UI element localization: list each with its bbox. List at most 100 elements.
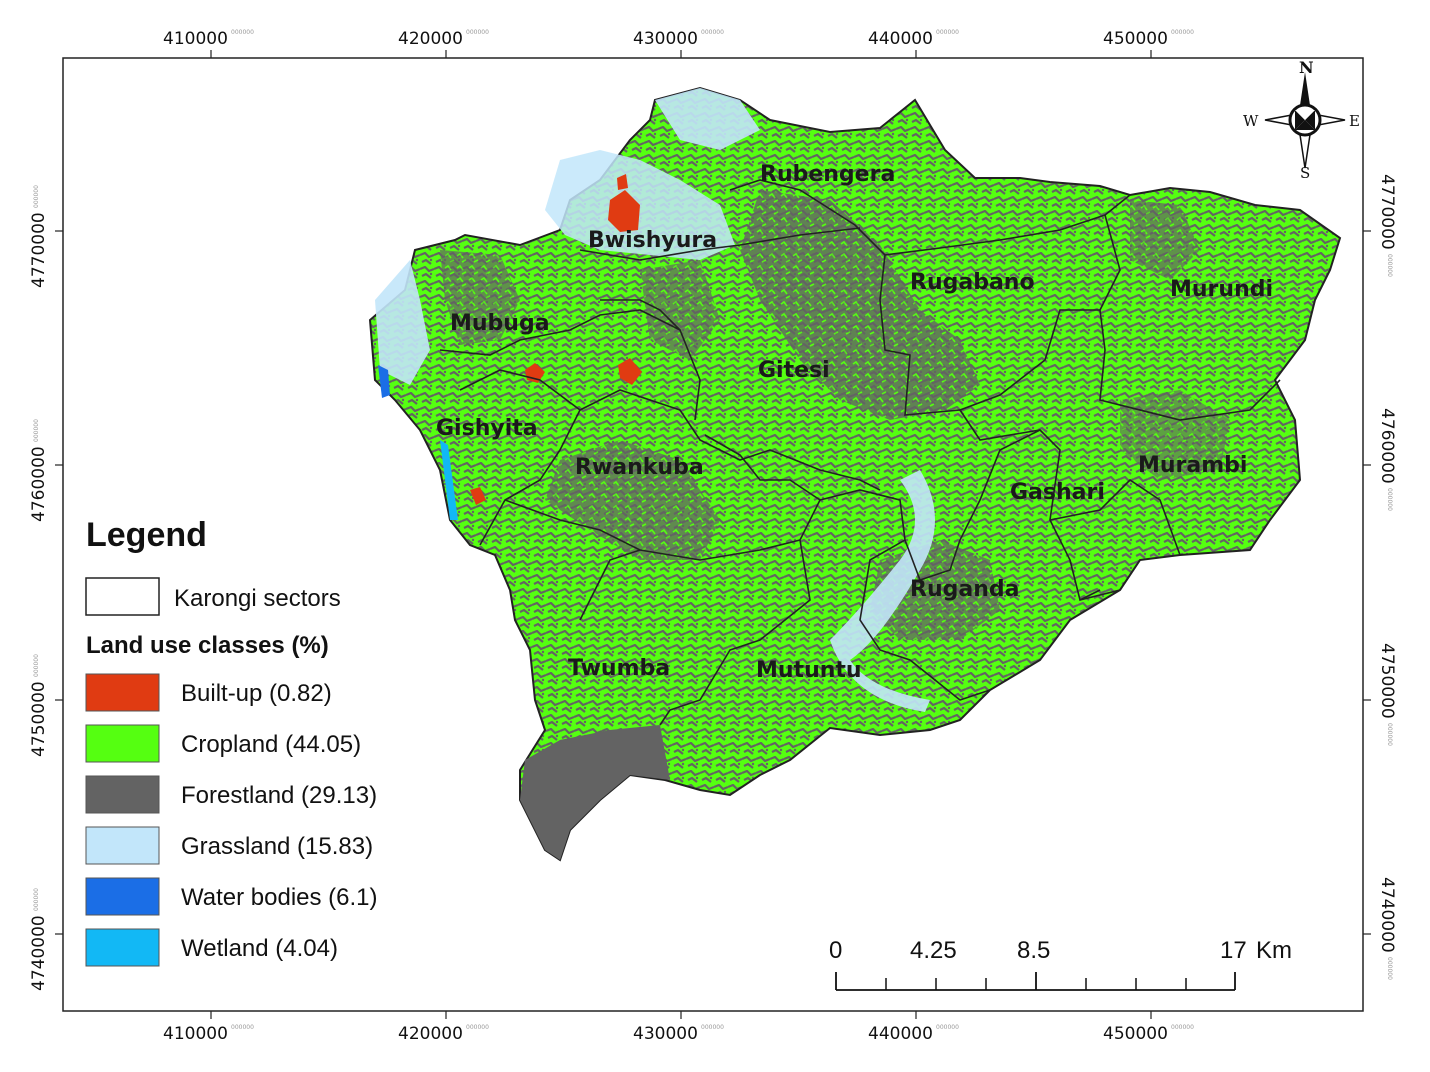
forest-patch [1130,200,1200,280]
builtup-patch [608,190,640,232]
y-tick-sup: 000000 [1386,723,1393,746]
sector-label: Rubengera [760,162,895,187]
x-tick-label: 420000 [398,1024,463,1044]
x-tick-sup: 000000 [466,29,489,36]
compass-west: W [1243,112,1259,130]
x-tick-label: 440000 [868,29,933,49]
sector-label: Gishyita [436,416,538,441]
y-tick-label: 4740000 [29,915,49,991]
grassland-patch [830,470,935,712]
y-tick-label: 4770000 [29,212,49,288]
y-tick-labels-right: 4770000 000000 4760000 000000 4750000 00… [1377,174,1397,980]
builtup-patch [617,174,628,190]
y-tick-sup: 000000 [1386,488,1393,511]
x-tick-label: 440000 [868,1024,933,1044]
y-tick-sup: 000000 [33,185,40,208]
y-tick-label: 4760000 [29,446,49,522]
compass-south: S [1300,164,1310,182]
scale-unit: Km [1256,937,1292,964]
graticule-ticks [55,50,1371,1019]
compass-north: N [1299,58,1314,77]
legend-item-label: Built-up (0.82) [181,680,332,707]
legend-swatch [85,775,160,814]
x-tick-labels-bottom: 410000 000000 420000 000000 430000 00000… [163,1024,1194,1044]
sector-label: Murambi [1138,453,1247,478]
wetland-patch [440,440,458,520]
sector-label: Rugabano [910,270,1035,295]
legend-item-label: Forestland (29.13) [181,782,377,809]
sector-labels: Rubengera Bwishyura Rugabano Murundi Mub… [436,162,1273,683]
x-tick-label: 430000 [633,29,698,49]
x-tick-sup: 000000 [936,29,959,36]
legend-swatch [85,928,160,967]
grassland-patch [655,88,760,150]
sector-label: Rwankuba [575,455,704,480]
sector-label: Gitesi [758,358,830,383]
forest-patch [740,190,980,420]
y-tick-label: 4750000 [29,681,49,757]
scale-label: 0 [829,937,842,964]
x-tick-sup: 000000 [1171,29,1194,36]
legend-classes-title: Land use classes (%) [86,632,329,659]
water-patch [378,365,390,398]
builtup-patch [470,487,486,505]
y-tick-labels-left: 4770000 000000 4760000 000000 4750000 00… [29,185,49,991]
x-tick-sup: 000000 [701,29,724,36]
forest-patch [640,260,720,360]
legend-swatch [85,877,160,916]
legend-item-label: Water bodies (6.1) [181,884,378,911]
sector-label: Mutuntu [756,658,862,683]
x-tick-sup: 000000 [231,1024,254,1031]
x-tick-label: 450000 [1103,29,1168,49]
scale-label: 17 [1220,937,1247,964]
scale-label: 4.25 [910,937,957,964]
x-tick-sup: 000000 [936,1024,959,1031]
y-tick-label: 4750000 [1377,643,1397,719]
legend: Legend Karongi sectors Land use classes … [85,516,378,967]
x-tick-sup: 000000 [1171,1024,1194,1031]
x-tick-label: 410000 [163,1024,228,1044]
y-tick-sup: 000000 [33,888,40,911]
sector-boundaries [439,179,1281,726]
legend-item-label: Wetland (4.04) [181,935,338,962]
y-tick-sup: 000000 [1386,957,1393,980]
y-tick-label: 4760000 [1377,408,1397,484]
x-tick-sup: 000000 [701,1024,724,1031]
sector-label: Bwishyura [588,228,717,253]
x-tick-labels-top: 410000 000000 420000 000000 430000 00000… [163,29,1194,49]
legend-swatch [85,826,160,865]
forest-patch [440,250,520,345]
legend-item-label: Cropland (44.05) [181,731,361,758]
x-tick-label: 410000 [163,29,228,49]
x-tick-label: 430000 [633,1024,698,1044]
y-tick-sup: 000000 [33,419,40,442]
north-arrow: N S E W [1243,58,1360,182]
legend-item-label: Grassland (15.83) [181,833,373,860]
legend-swatch [85,724,160,763]
sector-label: Twumba [568,656,670,681]
x-tick-label: 450000 [1103,1024,1168,1044]
x-tick-sup: 000000 [466,1024,489,1031]
scale-label: 8.5 [1017,937,1050,964]
legend-title: Legend [86,516,207,554]
y-tick-label: 4740000 [1377,877,1397,953]
x-tick-sup: 000000 [231,29,254,36]
y-tick-label: 4770000 [1377,174,1397,250]
sector-label: Ruganda [910,577,1019,602]
compass-east: E [1349,112,1360,130]
forest-patch [545,440,720,560]
sector-label: Gashari [1010,480,1105,505]
y-tick-sup: 000000 [33,654,40,677]
grassland-patch [375,260,430,385]
builtup-patch [618,358,642,385]
x-tick-label: 420000 [398,29,463,49]
district-outline [368,86,1342,862]
legend-swatch-boundary [85,577,160,616]
y-tick-sup: 000000 [1386,254,1393,277]
sector-label: Mubuga [450,311,550,336]
forest-patch [520,725,670,860]
legend-swatch [85,673,160,712]
legend-boundary-label: Karongi sectors [174,585,341,612]
sector-label: Murundi [1170,277,1273,302]
